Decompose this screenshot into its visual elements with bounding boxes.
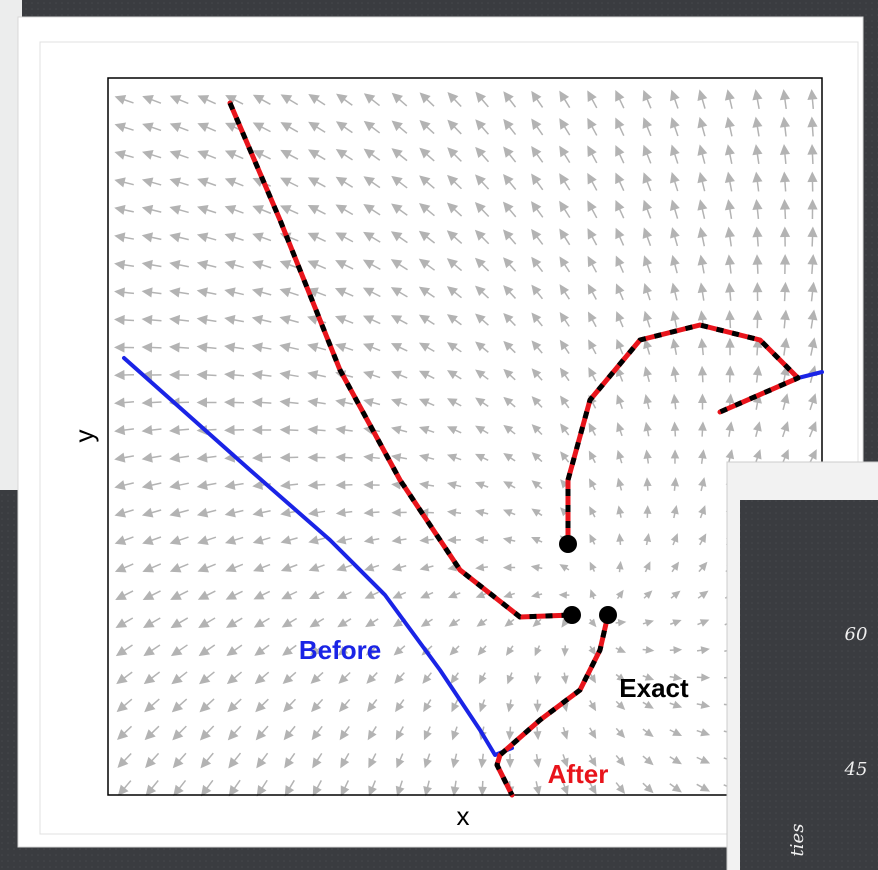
point [599, 606, 617, 624]
axis-label: ties [787, 824, 808, 857]
y-axis-label: y [69, 430, 99, 443]
tick-label: 60 [845, 624, 868, 645]
after-label: After [548, 759, 609, 789]
point [559, 535, 577, 553]
x-axis-label: x [457, 801, 470, 831]
tick-label: 45 [844, 759, 868, 780]
before-label: Before [299, 635, 381, 665]
screen: Before Exact After x y 60 45 ties [0, 0, 878, 870]
exact-label: Exact [619, 673, 689, 703]
page: Before Exact After x y 60 45 ties (() =>… [0, 0, 878, 870]
side-slide [740, 500, 878, 870]
point [563, 606, 581, 624]
